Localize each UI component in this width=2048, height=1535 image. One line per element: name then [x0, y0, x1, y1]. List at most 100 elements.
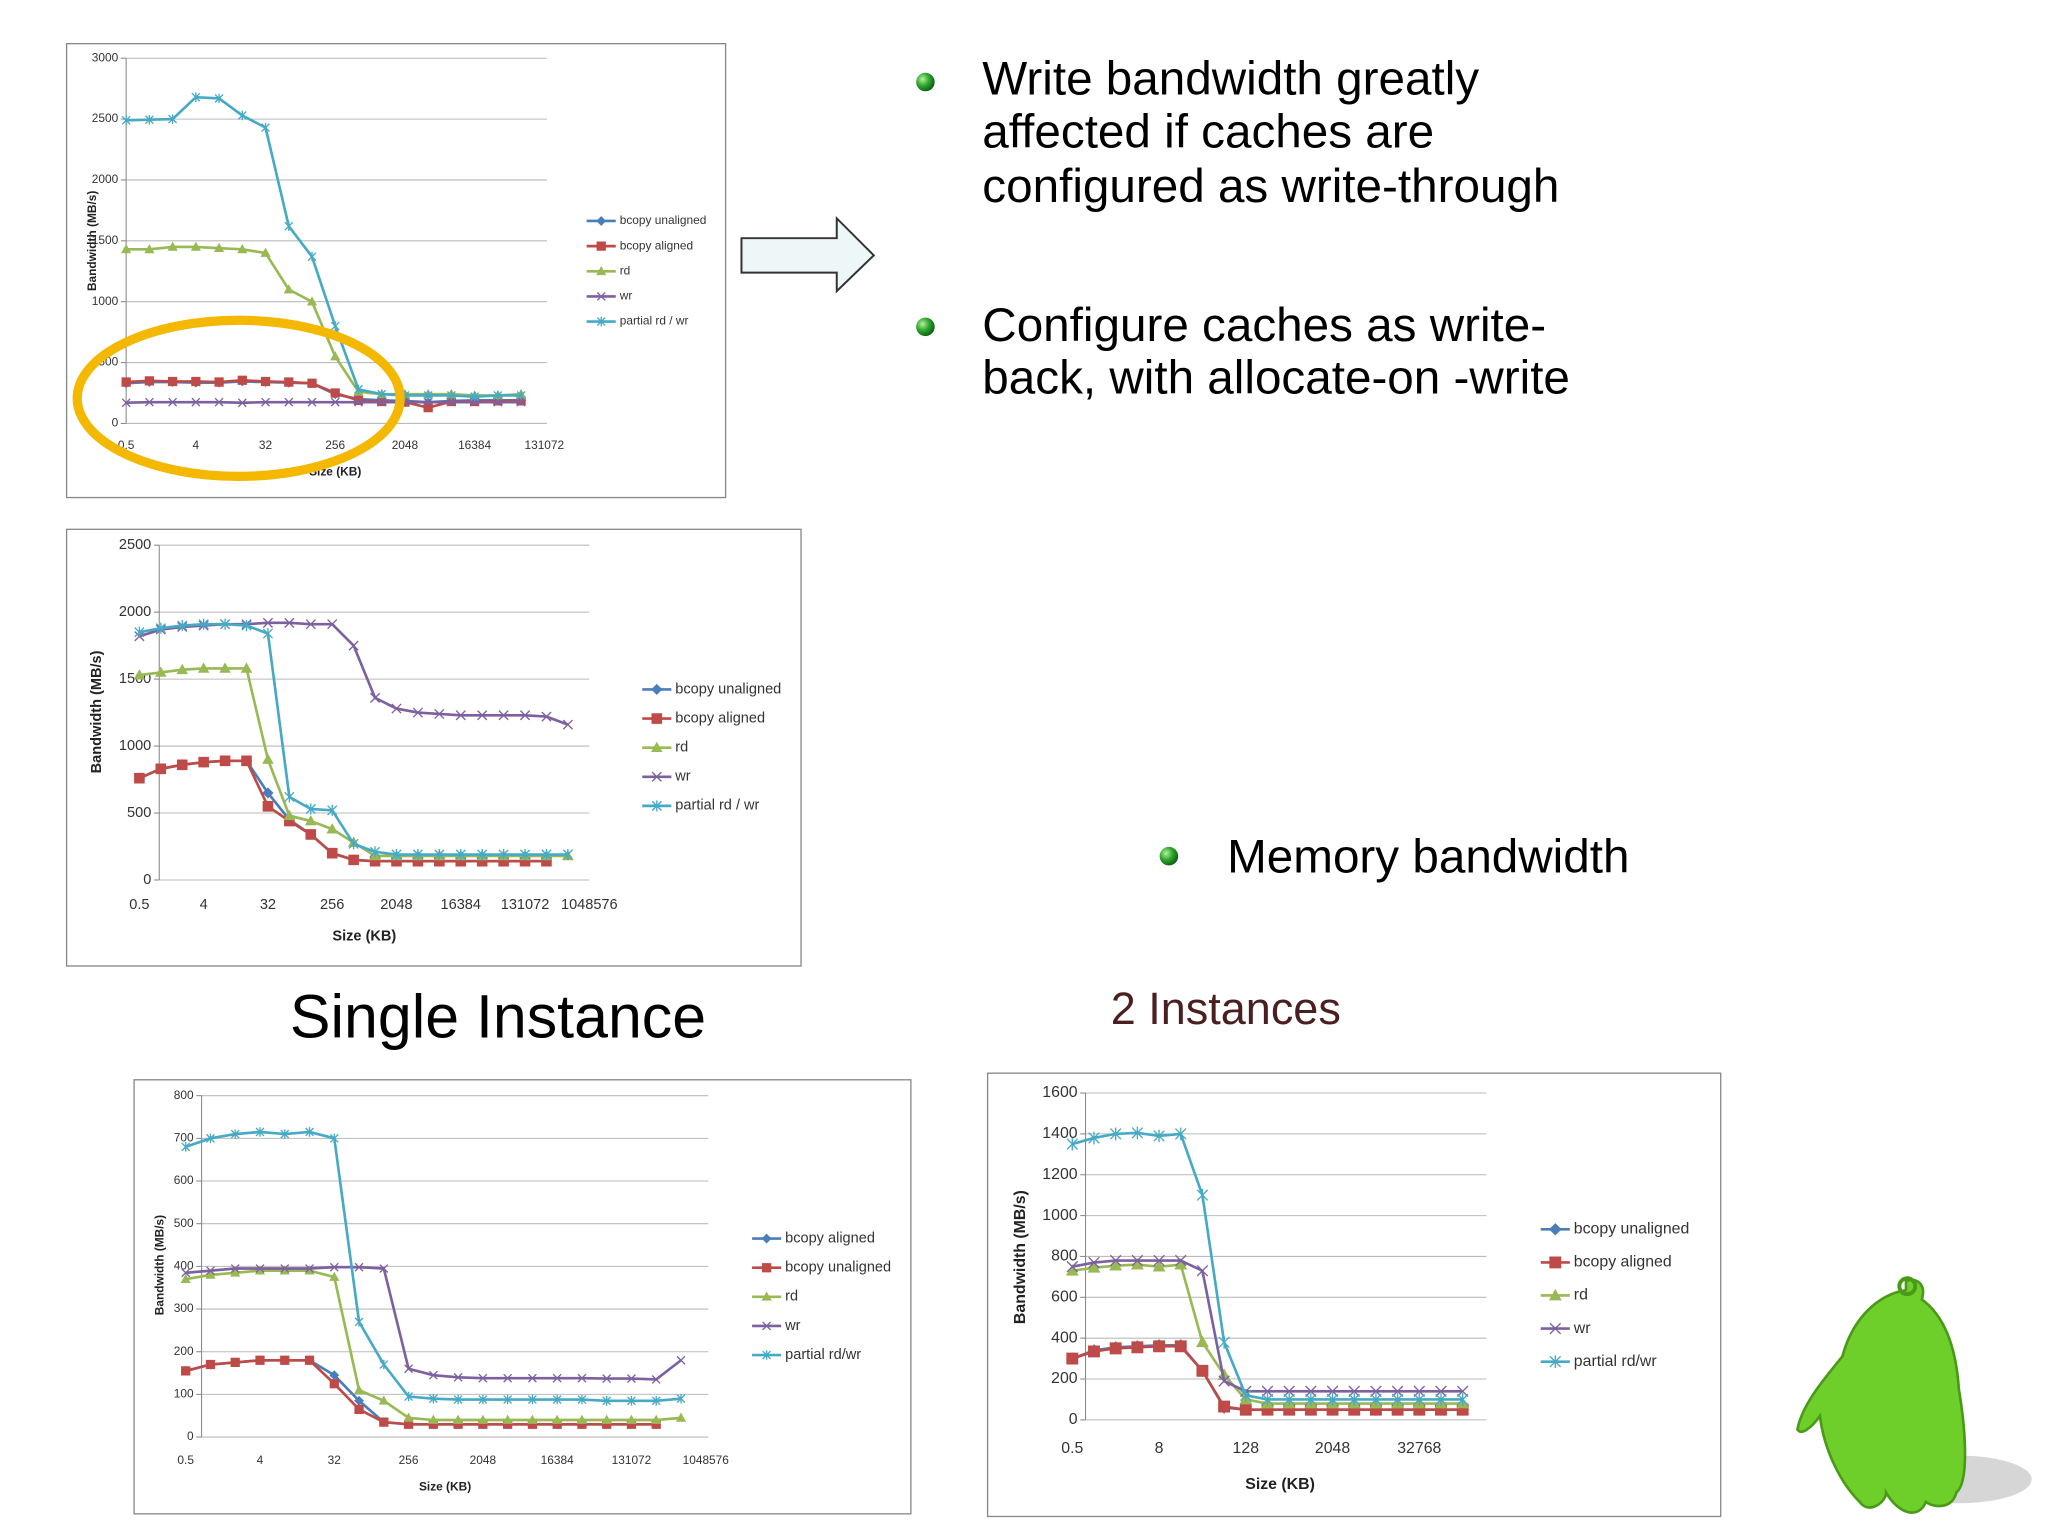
- data-point: [262, 753, 274, 764]
- data-point: [305, 815, 317, 826]
- legend-label: bcopy aligned: [1574, 1254, 1672, 1271]
- data-point: [478, 1373, 488, 1383]
- data-point: [237, 244, 248, 254]
- legend-marker: [651, 683, 663, 695]
- legend-marker: [761, 1263, 772, 1273]
- data-point: [502, 1414, 513, 1424]
- data-point: [262, 628, 274, 640]
- data-point: [503, 1394, 513, 1405]
- x-tick-label: 2048: [392, 438, 419, 452]
- x-tick-label: 2048: [470, 1453, 497, 1467]
- data-point: [503, 1373, 513, 1383]
- x-tick-label: 32: [328, 1453, 342, 1467]
- legend-label: bcopy unaligned: [675, 681, 781, 697]
- x-tick-label: 256: [325, 438, 345, 452]
- chart-frame: [133, 1079, 912, 1515]
- data-point: [284, 617, 295, 628]
- data-point: [177, 619, 188, 632]
- data-point: [280, 1129, 290, 1139]
- x-tick-label: 0.5: [129, 897, 149, 913]
- data-point: [348, 854, 359, 866]
- x-tick-label: 131072: [524, 438, 564, 452]
- data-point: [284, 791, 295, 803]
- data-point: [428, 1393, 438, 1404]
- data-point: [329, 1133, 339, 1144]
- data-point: [455, 710, 466, 721]
- data-point: [191, 397, 201, 407]
- data-point: [1109, 1258, 1123, 1271]
- data-point: [453, 1394, 463, 1405]
- data-point: [626, 1414, 637, 1424]
- data-point: [577, 1373, 587, 1383]
- data-point: [1435, 1385, 1447, 1398]
- data-point: [283, 284, 294, 294]
- data-point: [329, 1271, 340, 1281]
- data-point: [1087, 1261, 1101, 1273]
- data-point: [205, 1269, 216, 1279]
- data-point: [627, 1374, 636, 1384]
- data-point: [206, 1266, 215, 1276]
- y-tick-label: 100: [174, 1387, 194, 1401]
- legend-label: rd: [1574, 1287, 1588, 1304]
- y-tick-label: 0: [1069, 1411, 1078, 1428]
- data-point: [307, 397, 317, 407]
- data-point: [230, 1129, 240, 1139]
- y-tick-label: 1000: [1042, 1207, 1077, 1224]
- data-point: [305, 619, 316, 630]
- data-point: [552, 1394, 562, 1405]
- x-tick-label: 256: [399, 1453, 419, 1467]
- data-point: [241, 619, 252, 632]
- data-point: [446, 390, 456, 401]
- data-point: [1348, 1393, 1360, 1406]
- legend-marker: [596, 241, 606, 251]
- data-point: [577, 1394, 587, 1405]
- y-tick-label: 500: [174, 1216, 194, 1230]
- data-point: [562, 848, 573, 861]
- data-point: [1348, 1385, 1360, 1398]
- data-point: [1456, 1393, 1469, 1406]
- data-point: [167, 241, 178, 251]
- data-point: [237, 398, 247, 408]
- data-point: [527, 1414, 538, 1424]
- data-point: [144, 397, 154, 407]
- data-point: [651, 1414, 662, 1424]
- y-tick-label: 1000: [119, 738, 151, 754]
- data-point: [134, 772, 145, 784]
- y-tick-label: 1000: [92, 294, 119, 308]
- legend-label: bcopy aligned: [785, 1230, 875, 1246]
- mascot: [1796, 1278, 1967, 1514]
- data-point: [1131, 1126, 1144, 1140]
- data-point: [1456, 1385, 1469, 1398]
- data-point: [1153, 1340, 1166, 1353]
- data-point: [369, 692, 381, 703]
- data-point: [191, 92, 201, 102]
- data-point: [261, 122, 270, 133]
- data-point: [1131, 1254, 1144, 1267]
- x-tick-label: 0.5: [177, 1453, 194, 1467]
- y-tick-label: 0: [112, 416, 119, 430]
- legend-label: rd: [675, 739, 688, 755]
- data-point: [330, 397, 340, 407]
- data-point: [651, 1396, 661, 1406]
- data-point: [205, 1359, 216, 1370]
- data-point: [284, 377, 294, 387]
- x-tick-label: 256: [320, 897, 344, 913]
- y-tick-label: 0: [143, 872, 151, 888]
- data-point: [134, 626, 145, 638]
- y-tick-label: 1500: [92, 233, 119, 247]
- data-point: [230, 1264, 240, 1273]
- legend-marker: [762, 1321, 772, 1331]
- data-point: [306, 296, 318, 306]
- data-point: [562, 719, 573, 730]
- data-point: [412, 707, 424, 718]
- data-point: [219, 755, 231, 767]
- legend-label: bcopy aligned: [620, 238, 693, 252]
- data-point: [1326, 1393, 1339, 1406]
- data-point: [1218, 1375, 1230, 1387]
- data-point: [519, 710, 531, 721]
- data-point: [354, 1404, 364, 1414]
- data-point: [180, 1273, 191, 1284]
- x-tick-label: 2048: [380, 897, 412, 913]
- legend-marker: [761, 1291, 772, 1301]
